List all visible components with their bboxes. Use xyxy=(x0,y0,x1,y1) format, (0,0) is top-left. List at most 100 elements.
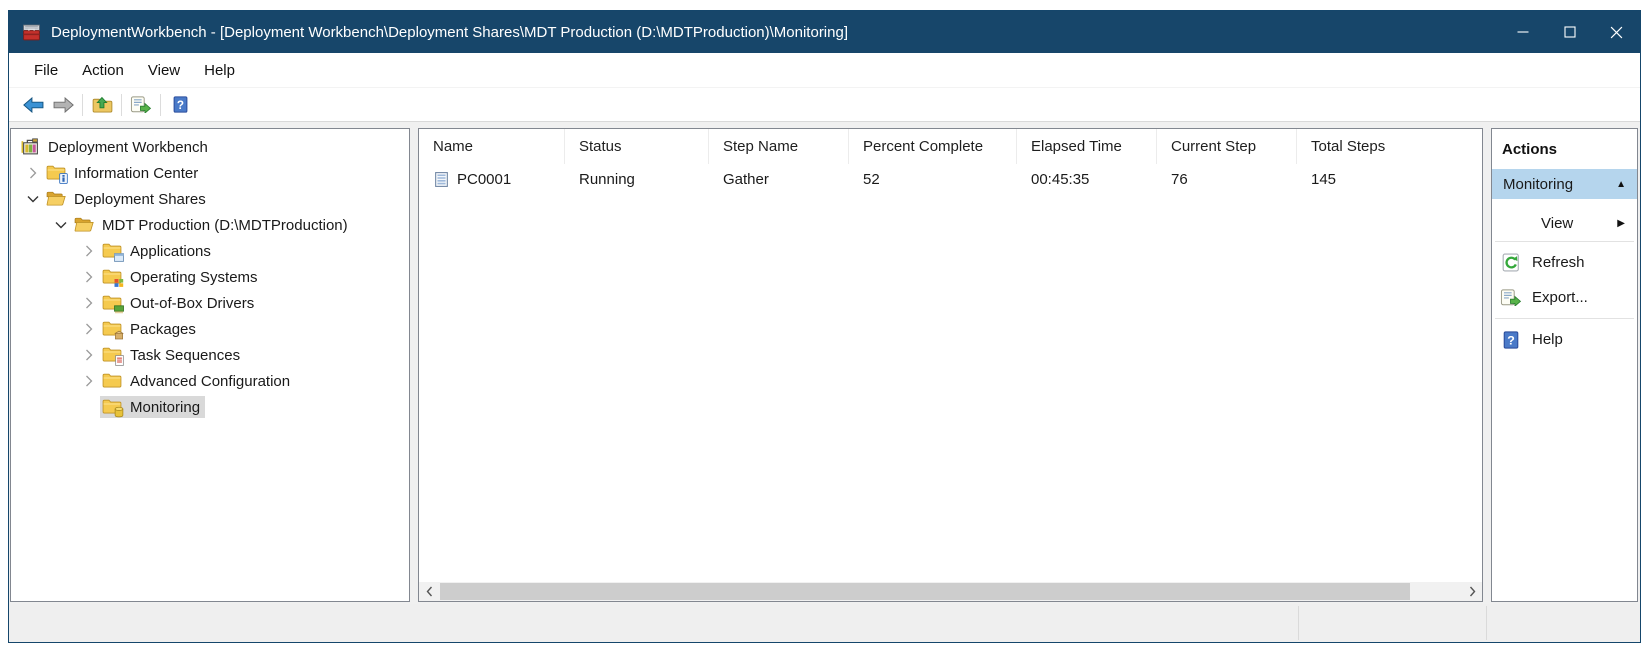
column-header-total-steps[interactable]: Total Steps xyxy=(1311,138,1386,155)
folder-open-icon xyxy=(46,190,66,208)
row-name-cell: PC0001 xyxy=(419,171,565,188)
tree-item-operating-systems[interactable]: Operating Systems xyxy=(11,264,409,290)
tree-item-task-sequences[interactable]: Task Sequences xyxy=(11,342,409,368)
column-header-name[interactable]: Name xyxy=(419,129,565,164)
action-refresh[interactable]: Refresh xyxy=(1492,245,1637,280)
status-segment xyxy=(1299,604,1486,642)
status-divider xyxy=(1486,606,1487,640)
scroll-right-button[interactable] xyxy=(1462,582,1482,601)
row-step-name: Gather xyxy=(723,170,769,188)
horizontal-scrollbar[interactable] xyxy=(419,582,1482,601)
scrollbar-thumb[interactable] xyxy=(440,583,1410,600)
toolbar-separator xyxy=(160,93,161,116)
tree-item-label: Deployment Workbench xyxy=(48,138,208,156)
window-title: DeploymentWorkbench - [Deployment Workbe… xyxy=(51,23,848,41)
minimize-icon xyxy=(1517,31,1528,33)
chevron-right-icon[interactable] xyxy=(78,297,100,309)
column-header-current-step[interactable]: Current Step xyxy=(1157,129,1297,164)
row-status: Running xyxy=(579,170,635,188)
chevron-down-icon[interactable] xyxy=(50,221,72,229)
workbench-icon xyxy=(20,138,40,156)
column-header-percent-complete[interactable]: Percent Complete xyxy=(849,129,1017,164)
column-header-status[interactable]: Status xyxy=(565,129,709,164)
back-arrow-icon xyxy=(22,96,43,113)
results-pane: Name Status Step Name Percent Complete E… xyxy=(418,128,1483,602)
column-header-elapsed-time[interactable]: Elapsed Time xyxy=(1017,129,1157,164)
export-list-button[interactable] xyxy=(126,91,156,119)
chevron-right-icon[interactable] xyxy=(78,349,100,361)
maximize-icon xyxy=(1563,26,1576,38)
tree-item-advanced-configuration[interactable]: Advanced Configuration xyxy=(11,368,409,394)
deployment-workbench-window: DeploymentWorkbench - [Deployment Workbe… xyxy=(8,10,1641,643)
menu-file[interactable]: File xyxy=(34,61,59,79)
tree-item-label: Advanced Configuration xyxy=(130,372,291,390)
tree-item-label: Operating Systems xyxy=(130,268,258,286)
tree-item-out-of-box-drivers[interactable]: Out-of-Box Drivers xyxy=(11,290,409,316)
back-button[interactable] xyxy=(18,91,48,119)
minimize-button[interactable] xyxy=(1499,11,1546,53)
menu-help[interactable]: Help xyxy=(204,61,235,79)
row-elapsed-time: 00:45:35 xyxy=(1031,170,1090,188)
tree-item-deployment-shares[interactable]: Deployment Shares xyxy=(11,186,409,212)
action-help[interactable]: ? Help xyxy=(1492,322,1637,357)
toolbar: ? xyxy=(9,88,1640,122)
maximize-button[interactable] xyxy=(1546,11,1593,53)
folder-applications-icon xyxy=(102,242,124,262)
up-one-level-button[interactable] xyxy=(87,91,117,119)
tree-item-packages[interactable]: Packages xyxy=(11,316,409,342)
scroll-left-button[interactable] xyxy=(419,582,439,601)
close-icon xyxy=(1610,26,1623,38)
collapse-group-icon[interactable]: ▲ xyxy=(1616,178,1626,190)
folder-plain-icon xyxy=(102,372,122,390)
close-button[interactable] xyxy=(1593,11,1640,53)
svg-text:?: ? xyxy=(1507,333,1515,347)
export-list-icon xyxy=(130,96,152,113)
status-segment xyxy=(1487,604,1640,642)
computer-item-icon xyxy=(435,171,448,187)
table-row[interactable]: PC0001 Running Gather 52 00:45:35 76 145 xyxy=(419,164,1482,194)
export-icon xyxy=(1500,288,1522,308)
chevron-right-icon[interactable] xyxy=(22,167,44,179)
actions-group-monitoring[interactable]: Monitoring ▲ xyxy=(1492,169,1637,199)
tree-item-label: MDT Production (D:\MDTProduction) xyxy=(102,216,348,234)
chevron-down-icon[interactable] xyxy=(22,195,44,203)
tree-item-applications[interactable]: Applications xyxy=(11,238,409,264)
list-header: Name Status Step Name Percent Complete E… xyxy=(419,129,1482,164)
pane-splitter[interactable] xyxy=(410,128,418,602)
chevron-right-icon[interactable] xyxy=(78,375,100,387)
tree-item-mdt-production[interactable]: MDT Production (D:\MDTProduction) xyxy=(11,212,409,238)
status-bar xyxy=(9,604,1640,642)
svg-text:?: ? xyxy=(176,99,183,112)
action-view-label: View xyxy=(1541,214,1574,232)
folder-packages-icon xyxy=(102,320,124,340)
forward-arrow-icon xyxy=(53,96,74,113)
submenu-arrow-icon: ▶ xyxy=(1617,217,1625,229)
tree-item-label: Information Center xyxy=(74,164,199,182)
toolbar-separator xyxy=(82,93,83,116)
pane-splitter[interactable] xyxy=(1483,128,1491,602)
forward-button[interactable] xyxy=(48,91,78,119)
content-area: Deployment Workbench Information Center xyxy=(9,122,1640,604)
row-total-steps: 145 xyxy=(1311,170,1337,188)
up-folder-icon xyxy=(92,96,112,113)
status-segment xyxy=(9,604,1298,642)
action-view[interactable]: View ▶ xyxy=(1492,208,1637,238)
chevron-right-icon[interactable] xyxy=(78,245,100,257)
folder-drivers-icon xyxy=(102,294,124,314)
actions-pane-title: Actions xyxy=(1502,140,1558,158)
tree-item-deployment-workbench[interactable]: Deployment Workbench xyxy=(11,134,409,160)
menu-view[interactable]: View xyxy=(147,61,181,79)
tree-item-monitoring[interactable]: Monitoring xyxy=(11,394,409,420)
column-header-step-name[interactable]: Step Name xyxy=(709,129,849,164)
chevron-right-icon[interactable] xyxy=(78,323,100,335)
chevron-right-icon[interactable] xyxy=(78,271,100,283)
help-button[interactable]: ? xyxy=(165,91,195,119)
actions-separator xyxy=(1495,241,1634,242)
menu-action[interactable]: Action xyxy=(82,61,124,79)
row-name: PC0001 xyxy=(457,170,512,188)
action-export[interactable]: Export... xyxy=(1492,280,1637,315)
menu-bar: File Action View Help xyxy=(9,53,1640,88)
scroll-right-icon xyxy=(1469,586,1475,597)
tree-item-label: Out-of-Box Drivers xyxy=(130,294,255,312)
tree-item-information-center[interactable]: Information Center xyxy=(11,160,409,186)
